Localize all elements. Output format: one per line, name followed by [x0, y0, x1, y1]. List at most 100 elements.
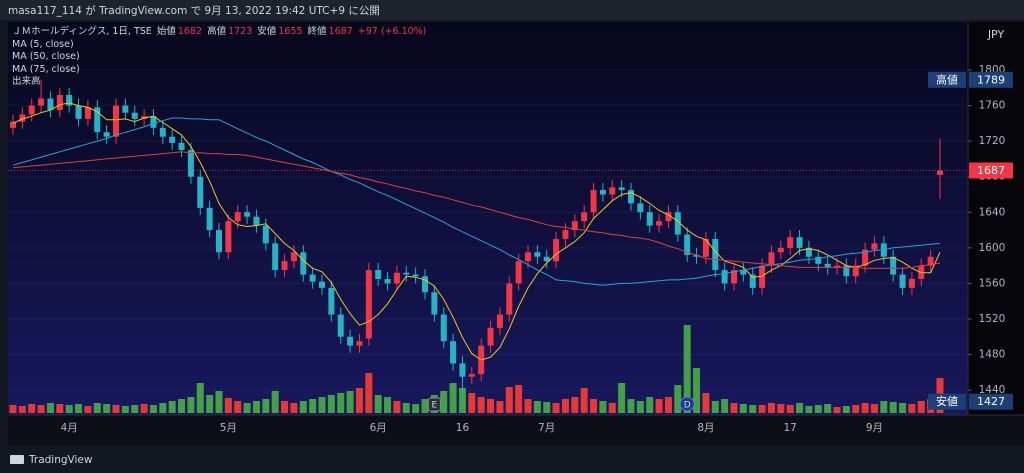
volume-bar — [702, 393, 710, 413]
volume-bar — [552, 403, 560, 413]
candle-body — [94, 107, 101, 133]
candle-body — [787, 237, 794, 248]
candle-body — [131, 112, 138, 119]
candle-body — [693, 254, 700, 257]
volume-bar — [599, 401, 607, 413]
legend-ohlc: ＪＭホールディングス, 1日, TSE 始値 1682 高値 1723 安値 1655… — [12, 26, 428, 39]
volume-bar — [178, 399, 186, 413]
volume-bar — [234, 401, 242, 413]
candle-body — [843, 265, 850, 277]
volume-bar — [75, 404, 83, 413]
volume-bar — [449, 383, 457, 413]
candle-body — [506, 283, 513, 315]
volume-bar — [346, 391, 354, 413]
volume-bar — [206, 395, 214, 413]
volume-bar — [121, 406, 129, 413]
volume-bar — [187, 397, 195, 413]
legend-change: +97 (+6.10%) — [357, 26, 427, 37]
candle-body — [384, 278, 391, 284]
extreme-label: 高値 — [936, 72, 958, 86]
volume-bar — [412, 404, 420, 413]
volume-bar — [796, 403, 804, 413]
x-tick-label: 4月 — [61, 422, 78, 434]
volume-bar — [655, 399, 663, 413]
x-tick-label: 6月 — [370, 422, 387, 434]
legend-label: 高値 — [207, 26, 227, 37]
volume-bar — [18, 406, 26, 413]
volume-bar — [580, 388, 588, 413]
candle-body — [824, 263, 831, 268]
volume-bar — [224, 398, 232, 413]
candle-body — [721, 270, 728, 284]
volume-bar — [290, 403, 298, 413]
volume-bar — [9, 405, 17, 413]
candle-body — [216, 230, 222, 253]
candle-body — [609, 187, 616, 195]
volume-bar — [402, 403, 410, 413]
volume-bar — [487, 399, 495, 413]
event-label: D — [684, 401, 691, 411]
x-tick-label: 16 — [456, 422, 470, 434]
volume-bar — [65, 405, 73, 413]
volume-bar — [721, 399, 729, 413]
volume-bar — [56, 404, 64, 413]
candle-body — [319, 281, 325, 288]
candle-body — [937, 170, 943, 175]
candle-body — [599, 190, 606, 195]
volume-bar — [505, 387, 513, 413]
candle-body — [122, 105, 129, 113]
candle-body — [534, 252, 541, 257]
candle-body — [393, 272, 400, 284]
footer-logo — [10, 455, 24, 464]
volume-bar — [842, 406, 850, 413]
candle-body — [347, 336, 354, 346]
volume-bar — [112, 405, 120, 413]
candle-body — [862, 249, 869, 266]
volume-bar — [365, 373, 373, 413]
volume-bar — [683, 325, 691, 413]
volume-bar — [833, 407, 841, 413]
header-bar — [0, 0, 1024, 20]
volume-bar — [384, 397, 392, 413]
legend-entry: 出来高 — [12, 76, 41, 87]
candle-body — [684, 234, 691, 255]
volume-bar — [28, 404, 36, 413]
footer-bar — [0, 445, 1024, 473]
volume-bar — [693, 368, 701, 413]
candle-body — [731, 270, 737, 284]
candle-body — [749, 274, 756, 288]
candle-body — [356, 341, 363, 346]
volume-bar — [674, 385, 682, 413]
candle-body — [496, 314, 503, 328]
candle-body — [768, 252, 775, 266]
candle-body — [468, 374, 475, 377]
volume-bar — [355, 388, 363, 413]
candle-body — [169, 136, 176, 143]
legend-label: 安値 — [257, 26, 277, 37]
candle-body — [834, 265, 840, 268]
candle-body — [422, 276, 428, 293]
y-tick-label: 1640 — [979, 206, 1006, 218]
volume-bar — [524, 399, 532, 413]
candle-body — [890, 256, 897, 275]
candle-body — [543, 256, 550, 262]
candle-body — [281, 261, 288, 271]
volume-bar — [262, 399, 270, 413]
candle-body — [244, 212, 251, 217]
candle-body — [328, 287, 335, 315]
volume-bar — [477, 397, 485, 413]
candle-body — [515, 261, 522, 284]
candle-body — [75, 105, 82, 119]
candle-body — [450, 341, 457, 364]
time-axis — [8, 415, 1024, 445]
volume-bar — [908, 404, 916, 413]
candle-body — [553, 238, 560, 262]
y-tick-label: 1720 — [979, 135, 1006, 147]
legend-entry: MA (50, close) — [12, 51, 80, 62]
y-tick-label: 1440 — [979, 384, 1006, 396]
candle-body — [234, 212, 241, 222]
volume-bar — [917, 401, 925, 413]
x-tick-label: 7月 — [538, 422, 555, 434]
candle-body — [571, 221, 578, 231]
candle-body — [740, 270, 747, 275]
